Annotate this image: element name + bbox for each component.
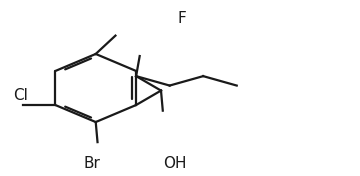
Text: OH: OH [163, 156, 186, 171]
Text: F: F [177, 11, 186, 26]
Text: Br: Br [84, 156, 100, 171]
Text: Cl: Cl [13, 88, 28, 103]
